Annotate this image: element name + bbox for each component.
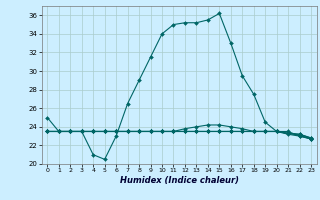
X-axis label: Humidex (Indice chaleur): Humidex (Indice chaleur) (120, 176, 239, 185)
